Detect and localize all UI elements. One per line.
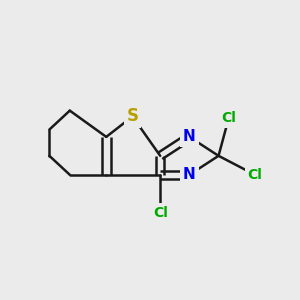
- Text: Cl: Cl: [153, 206, 168, 220]
- Text: Cl: Cl: [248, 168, 262, 182]
- Text: N: N: [183, 167, 196, 182]
- Text: N: N: [183, 129, 196, 144]
- Text: S: S: [127, 107, 139, 125]
- Text: Cl: Cl: [221, 111, 236, 125]
